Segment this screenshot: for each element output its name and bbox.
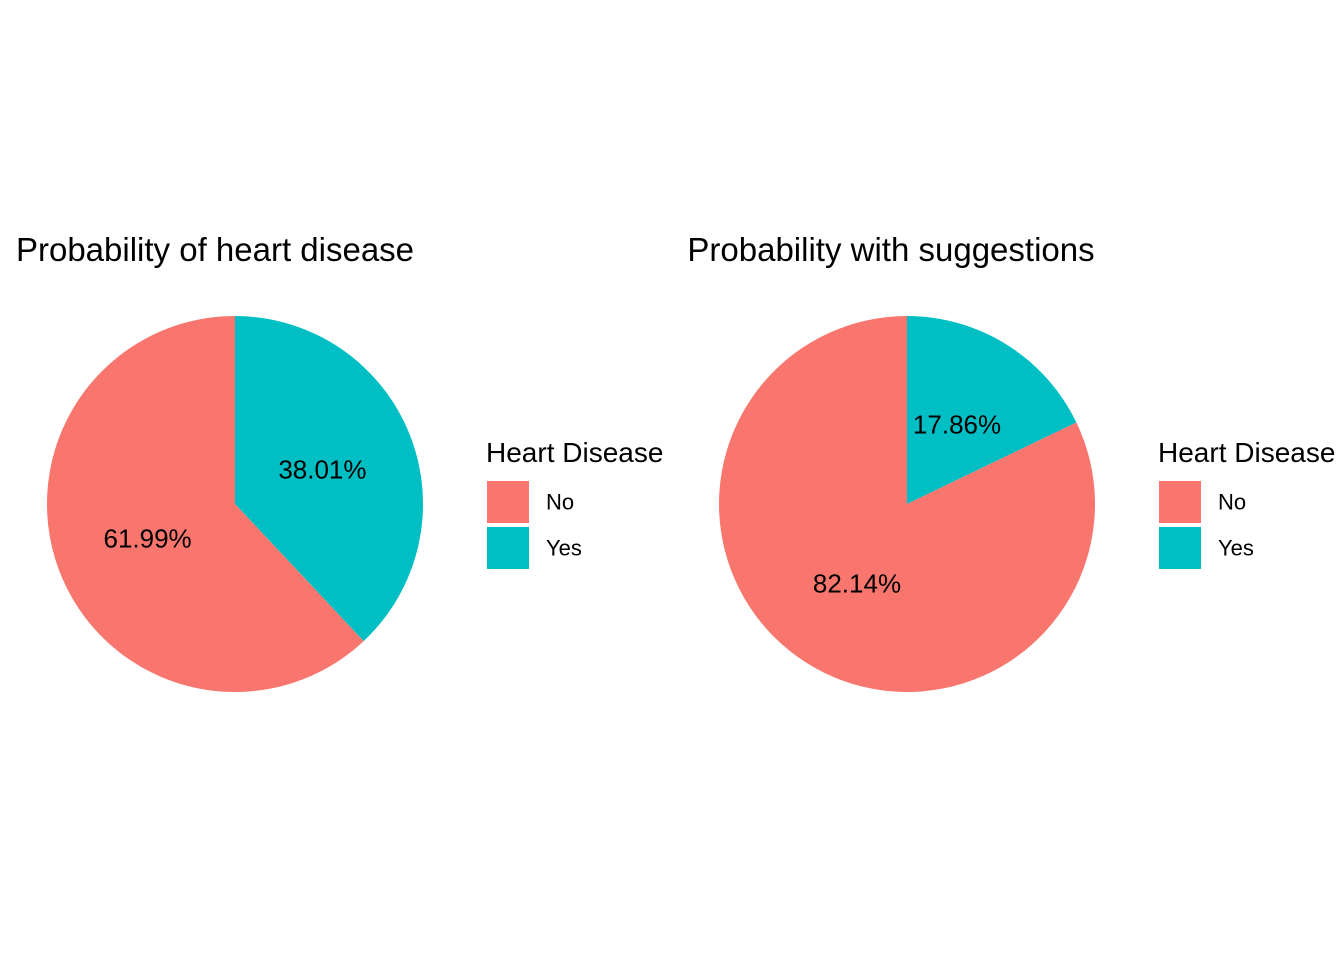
- legend-swatch-yes: [487, 527, 529, 569]
- pie-slice-yes: [907, 316, 1077, 504]
- legend-title: Heart Disease: [486, 437, 663, 468]
- pie-slices: [718, 316, 1095, 692]
- legend-swatch-no: [487, 481, 529, 523]
- pie-chart-heart-disease: Probability of heart disease 38.01% 61.99…: [16, 231, 663, 693]
- legend-label-yes: Yes: [1218, 536, 1254, 561]
- chart-title: Probability of heart disease: [16, 231, 414, 268]
- pie-slice-yes: [235, 316, 424, 642]
- legend-swatch-yes: [1159, 527, 1201, 569]
- pie-slice-labels: 17.86% 82.14%: [813, 409, 1001, 598]
- pie-slice-no: [47, 316, 364, 693]
- legend-label-no: No: [1218, 490, 1246, 515]
- legend-swatch-no: [1159, 481, 1201, 523]
- legend-label-yes: Yes: [546, 536, 582, 561]
- pie-slices: [47, 316, 424, 693]
- legend-label-no: No: [546, 490, 574, 515]
- pie-slice-labels: 38.01% 61.99%: [103, 454, 366, 553]
- pie-chart-with-suggestions: Probability with suggestions 17.86% 82.14…: [687, 231, 1335, 692]
- pie-slice-no: [718, 316, 1095, 692]
- legend-title: Heart Disease: [1158, 437, 1335, 468]
- legend: No Yes: [487, 481, 582, 569]
- legend: No Yes: [1159, 481, 1254, 569]
- slice-label-no: 61.99%: [103, 524, 191, 554]
- slice-label-no: 82.14%: [813, 569, 901, 599]
- slice-label-yes: 38.01%: [278, 454, 366, 484]
- chart-title: Probability with suggestions: [687, 231, 1094, 268]
- slice-label-yes: 17.86%: [913, 409, 1001, 439]
